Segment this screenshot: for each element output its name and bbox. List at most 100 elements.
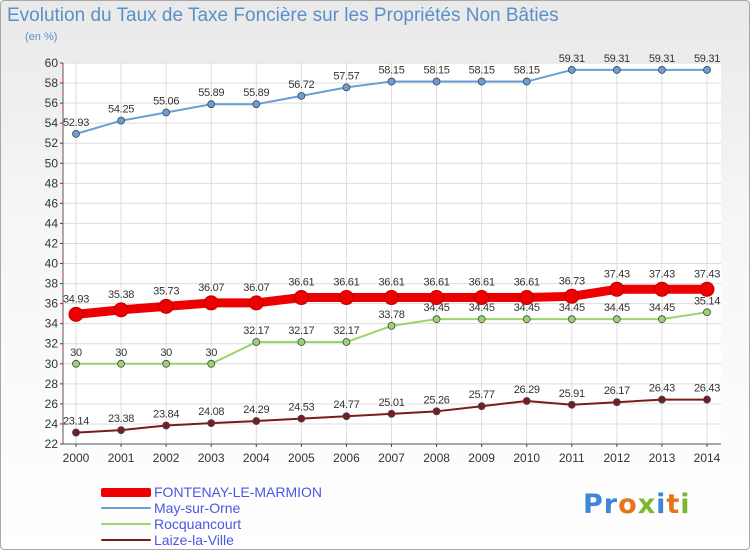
x-tick-label: 2002 xyxy=(153,451,180,465)
data-label-laize-la-ville: 26.29 xyxy=(514,384,540,396)
data-label-fontenay-le-marmion: 36.61 xyxy=(378,277,404,289)
x-tick-label: 2000 xyxy=(63,451,90,465)
y-tick-label: 46 xyxy=(45,196,59,210)
data-label-laize-la-ville: 26.43 xyxy=(649,383,675,395)
data-point-may-sur-orne xyxy=(567,66,576,74)
y-tick-label: 30 xyxy=(45,357,59,371)
data-label-fontenay-le-marmion: 36.61 xyxy=(469,277,495,289)
data-point-fontenay-le-marmion xyxy=(654,281,670,297)
data-point-laize-la-ville xyxy=(432,407,441,416)
data-point-may-sur-orne xyxy=(432,77,441,86)
data-label-fontenay-le-marmion: 36.61 xyxy=(288,277,314,289)
data-point-rocquancourt xyxy=(432,315,441,324)
x-tick-label: 2007 xyxy=(378,451,405,465)
logo-letter: r xyxy=(603,489,619,520)
data-point-may-sur-orne xyxy=(207,100,216,109)
data-label-fontenay-le-marmion: 36.61 xyxy=(514,277,540,289)
x-tick-label: 2001 xyxy=(108,451,135,465)
legend-swatch xyxy=(101,539,151,541)
data-label-laize-la-ville: 25.26 xyxy=(424,394,450,406)
data-point-fontenay-le-marmion xyxy=(384,290,399,306)
y-tick-label: 58 xyxy=(45,76,59,90)
data-point-laize-la-ville xyxy=(477,402,486,411)
data-point-laize-la-ville xyxy=(387,409,396,418)
x-tick-label: 2003 xyxy=(198,451,225,465)
data-label-may-sur-orne: 55.06 xyxy=(153,96,179,108)
y-tick-label: 44 xyxy=(45,216,59,230)
data-label-laize-la-ville: 24.08 xyxy=(198,406,224,418)
y-tick-label: 34 xyxy=(45,317,59,331)
data-point-may-sur-orne xyxy=(342,83,351,92)
chart-unit-label: (en %) xyxy=(25,31,58,43)
data-label-laize-la-ville: 24.77 xyxy=(333,399,359,411)
data-point-may-sur-orne xyxy=(658,66,666,74)
legend-swatch xyxy=(101,507,151,509)
y-tick-label: 38 xyxy=(45,277,59,291)
data-point-fontenay-le-marmion xyxy=(429,290,445,306)
data-point-fontenay-le-marmion xyxy=(699,281,715,297)
data-label-rocquancourt: 34.45 xyxy=(469,302,495,314)
data-label-rocquancourt: 32.17 xyxy=(288,325,314,337)
data-point-rocquancourt xyxy=(522,315,531,324)
x-tick-label: 2012 xyxy=(604,451,631,465)
data-label-rocquancourt: 35.14 xyxy=(694,295,720,307)
data-point-fontenay-le-marmion xyxy=(474,290,490,306)
data-label-may-sur-orne: 54.25 xyxy=(108,104,134,116)
data-label-may-sur-orne: 58.15 xyxy=(378,65,404,77)
data-point-laize-la-ville xyxy=(658,395,666,404)
data-label-laize-la-ville: 25.01 xyxy=(378,397,404,409)
logo-letter: P xyxy=(583,489,604,520)
logo-letter: t xyxy=(666,489,681,520)
logo-letter: i xyxy=(656,489,667,520)
data-point-rocquancourt xyxy=(477,315,486,324)
data-label-fontenay-le-marmion: 35.38 xyxy=(108,289,134,301)
data-label-laize-la-ville: 25.77 xyxy=(469,389,495,401)
data-point-may-sur-orne xyxy=(252,100,261,109)
data-point-laize-la-ville xyxy=(612,398,621,407)
x-tick-label: 2010 xyxy=(513,451,540,465)
data-point-laize-la-ville xyxy=(342,412,351,421)
x-tick-label: 2009 xyxy=(468,451,495,465)
data-point-fontenay-le-marmion xyxy=(564,288,580,304)
data-point-may-sur-orne xyxy=(703,66,711,74)
data-label-rocquancourt: 30 xyxy=(160,347,172,359)
y-tick-label: 28 xyxy=(45,377,59,391)
data-label-fontenay-le-marmion: 34.93 xyxy=(63,293,89,305)
x-tick-label: 2006 xyxy=(333,451,360,465)
data-label-rocquancourt: 33.78 xyxy=(378,309,404,321)
data-label-fontenay-le-marmion: 36.73 xyxy=(559,275,585,287)
data-label-may-sur-orne: 58.15 xyxy=(469,65,495,77)
data-label-rocquancourt: 34.45 xyxy=(424,302,450,314)
x-tick-label: 2013 xyxy=(649,451,676,465)
data-label-rocquancourt: 34.45 xyxy=(649,302,675,314)
data-label-rocquancourt: 30 xyxy=(115,347,127,359)
x-tick-label: 2004 xyxy=(243,451,270,465)
data-label-laize-la-ville: 23.84 xyxy=(153,409,179,421)
data-label-rocquancourt: 34.45 xyxy=(559,302,585,314)
data-label-laize-la-ville: 25.91 xyxy=(559,388,585,400)
proxiti-logo: Proxiti xyxy=(583,489,691,520)
data-label-fontenay-le-marmion: 37.43 xyxy=(649,268,675,280)
data-point-fontenay-le-marmion xyxy=(293,290,309,306)
data-point-laize-la-ville xyxy=(162,421,171,430)
data-point-fontenay-le-marmion xyxy=(519,290,535,306)
data-label-laize-la-ville: 24.53 xyxy=(288,402,314,414)
data-point-fontenay-le-marmion xyxy=(609,281,625,297)
data-label-may-sur-orne: 52.93 xyxy=(63,117,89,129)
data-label-rocquancourt: 30 xyxy=(205,347,217,359)
data-label-fontenay-le-marmion: 36.07 xyxy=(243,282,269,294)
data-point-rocquancourt xyxy=(658,315,666,324)
data-label-rocquancourt: 34.45 xyxy=(604,302,630,314)
x-tick-label: 2011 xyxy=(559,451,585,465)
data-point-may-sur-orne xyxy=(522,77,531,86)
legend-swatch xyxy=(101,488,151,497)
data-point-laize-la-ville xyxy=(567,400,576,409)
data-point-rocquancourt xyxy=(387,321,396,330)
data-label-may-sur-orne: 56.72 xyxy=(288,79,314,91)
y-tick-label: 32 xyxy=(45,337,59,351)
y-tick-label: 26 xyxy=(45,397,59,411)
data-point-fontenay-le-marmion xyxy=(248,295,264,311)
data-point-may-sur-orne xyxy=(117,116,125,125)
